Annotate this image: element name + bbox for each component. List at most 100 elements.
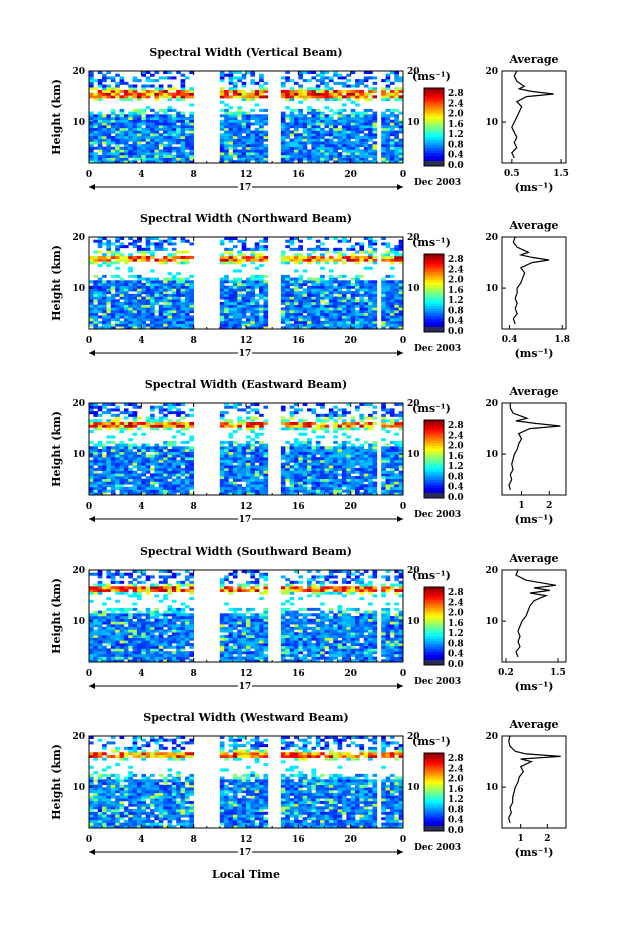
heatmap-cell	[89, 403, 94, 407]
heatmap-cell	[167, 242, 173, 246]
heatmap-cell	[333, 81, 338, 85]
heatmap-cell	[398, 296, 404, 300]
heatmap-cell	[394, 326, 399, 330]
heatmap-cell	[145, 291, 151, 295]
heatmap-cell	[311, 95, 317, 99]
heatmap-cell	[389, 258, 395, 262]
heatmap-cell	[180, 457, 186, 461]
heatmap-cell	[241, 408, 247, 412]
heatmap-cell	[224, 312, 229, 316]
heatmap-cell	[154, 138, 160, 142]
heatmap-cell	[119, 293, 125, 297]
heatmap-cell	[250, 310, 256, 314]
heatmap-cell	[158, 312, 164, 316]
heatmap-cell	[232, 304, 238, 308]
heatmap-cell	[154, 242, 160, 246]
heatmap-cell	[89, 591, 94, 595]
heatmap-cell	[237, 492, 242, 496]
heatmap-cell	[324, 446, 330, 450]
heatmap-cell	[280, 133, 286, 137]
heatmap-cell	[259, 277, 264, 281]
heatmap-cell	[359, 81, 365, 85]
heatmap-cell	[219, 133, 225, 137]
heatmap-cell	[259, 119, 264, 123]
heatmap-cell	[93, 250, 99, 254]
heatmap-cell	[89, 320, 94, 324]
colorbar-segment	[424, 150, 444, 154]
heatmap-cell	[150, 288, 155, 292]
heatmap-cell	[320, 451, 325, 455]
heatmap-cell	[158, 127, 164, 131]
heatmap-cell	[97, 640, 103, 644]
heatmap-cell	[394, 149, 399, 153]
heatmap-cell	[381, 149, 386, 153]
heatmap-cell	[254, 253, 260, 257]
heatmap-cell	[123, 323, 129, 327]
heatmap-cell	[394, 133, 399, 137]
heatmap-cell	[171, 237, 177, 241]
heatmap-cell	[311, 323, 317, 327]
heatmap-cell	[232, 280, 238, 284]
heatmap-cell	[110, 403, 116, 407]
heatmap-cell	[389, 95, 395, 99]
heatmap-cell	[232, 293, 238, 297]
heatmap-cell	[93, 92, 99, 96]
heatmap-cell	[285, 424, 290, 428]
heatmap-cell	[289, 424, 295, 428]
heatmap-cell	[246, 288, 251, 292]
heatmap-cell	[141, 432, 146, 436]
heatmap-cell	[119, 98, 125, 102]
heatmap-cell	[307, 307, 312, 311]
heatmap-cell	[89, 81, 94, 85]
heatmap-cell	[398, 299, 404, 303]
heatmap-cell	[381, 138, 386, 142]
heatmap-cell	[385, 301, 391, 305]
heatmap-cell	[368, 152, 373, 156]
heatmap-cell	[176, 117, 181, 121]
heatmap-cell	[106, 411, 112, 415]
heatmap-cell	[285, 454, 290, 458]
heatmap-cell	[398, 146, 404, 150]
heatmap-cell	[154, 160, 160, 164]
heatmap-cell	[381, 476, 386, 480]
heatmap-cell	[106, 122, 112, 126]
heatmap-cell	[189, 310, 194, 314]
heatmap-cell	[93, 659, 99, 663]
heatmap-cell	[97, 465, 103, 469]
heatmap-cell	[389, 152, 395, 156]
heatmap-cell	[307, 476, 312, 480]
heatmap-cell	[381, 114, 386, 118]
heatmap-cell	[280, 467, 286, 471]
heatmap-cell	[119, 154, 125, 158]
heatmap-cell	[89, 640, 94, 644]
heatmap-cell	[154, 277, 160, 281]
heatmap-cell	[302, 89, 308, 93]
heatmap-cell	[219, 127, 225, 131]
heatmap-cell	[298, 100, 303, 104]
heatmap-cell	[219, 283, 225, 287]
heatmap-cell	[93, 138, 99, 142]
heatmap-cell	[328, 323, 334, 327]
heatmap-cell	[320, 149, 325, 153]
heatmap-cell	[167, 421, 173, 425]
heatmap-cell	[150, 307, 155, 311]
heatmap-cell	[280, 144, 286, 148]
colorbar-segment	[424, 119, 444, 123]
heatmap-cell	[385, 459, 391, 463]
heatmap-cell	[237, 408, 242, 412]
colorbar-segment	[424, 259, 444, 263]
colorbar-tick-label: 2.8	[448, 255, 464, 265]
heatmap-cell	[350, 301, 356, 305]
heatmap-cell	[381, 89, 386, 93]
heatmap-cell	[285, 135, 290, 139]
heatmap-cell	[176, 299, 181, 303]
heatmap-cell	[350, 108, 356, 112]
heatmap-cell	[259, 253, 264, 257]
heatmap-cell	[333, 111, 338, 115]
heatmap-cell	[93, 492, 99, 496]
heatmap-cell	[254, 446, 260, 450]
heatmap-cell	[389, 421, 395, 425]
heatmap-cell	[311, 454, 317, 458]
heatmap-cell	[219, 296, 225, 300]
heatmap-cell	[359, 135, 365, 139]
